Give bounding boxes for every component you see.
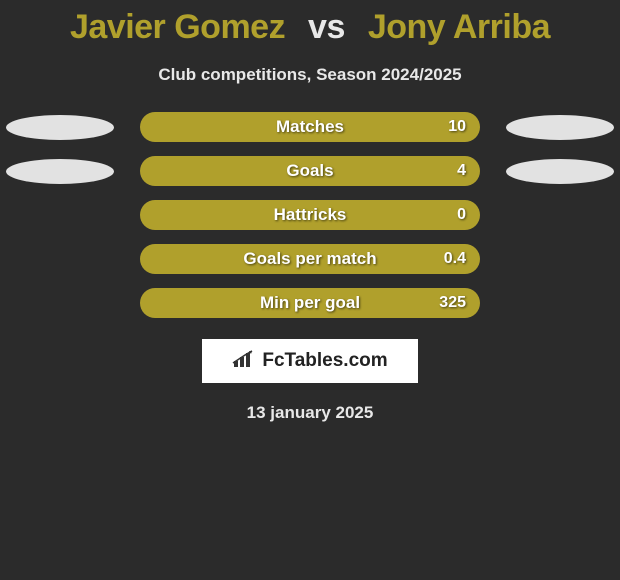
stat-label: Matches — [276, 117, 344, 137]
vs-text: vs — [308, 8, 345, 46]
comparison-card: Javier Gomez vs Jony Arriba Club competi… — [0, 0, 620, 423]
spacer — [506, 291, 614, 316]
player2-ellipse — [506, 159, 614, 184]
stat-row: Goals per match 0.4 — [0, 245, 620, 273]
stat-bar: Hattricks 0 — [140, 200, 480, 230]
stat-bar: Goals 4 — [140, 156, 480, 186]
spacer — [6, 203, 114, 228]
stat-rows: Matches 10 Goals 4 Hattricks 0 Goals per match… — [0, 113, 620, 317]
stat-label: Goals — [286, 161, 333, 181]
stat-label: Goals per match — [243, 249, 376, 269]
stat-bar: Goals per match 0.4 — [140, 244, 480, 274]
stat-row: Goals 4 — [0, 157, 620, 185]
stat-label: Min per goal — [260, 293, 360, 313]
player1-name: Javier Gomez — [70, 8, 285, 46]
stat-row: Min per goal 325 — [0, 289, 620, 317]
stat-value: 325 — [439, 294, 466, 312]
spacer — [506, 203, 614, 228]
logo-text: FcTables.com — [262, 350, 387, 372]
stat-value: 0 — [457, 206, 466, 224]
player2-ellipse — [506, 115, 614, 140]
stat-bar: Min per goal 325 — [140, 288, 480, 318]
stat-bar: Matches 10 — [140, 112, 480, 142]
stat-value: 0.4 — [444, 250, 466, 268]
spacer — [6, 291, 114, 316]
player1-ellipse — [6, 115, 114, 140]
spacer — [506, 247, 614, 272]
stat-label: Hattricks — [274, 205, 347, 225]
stat-value: 10 — [448, 118, 466, 136]
stat-row: Hattricks 0 — [0, 201, 620, 229]
stat-row: Matches 10 — [0, 113, 620, 141]
stat-value: 4 — [457, 162, 466, 180]
spacer — [6, 247, 114, 272]
bar-chart-icon — [232, 349, 258, 374]
player2-name: Jony Arriba — [368, 8, 550, 46]
page-title: Javier Gomez vs Jony Arriba — [0, 8, 620, 47]
player1-ellipse — [6, 159, 114, 184]
date-line: 13 january 2025 — [0, 403, 620, 423]
logo-box: FcTables.com — [202, 339, 418, 383]
subtitle: Club competitions, Season 2024/2025 — [0, 65, 620, 85]
